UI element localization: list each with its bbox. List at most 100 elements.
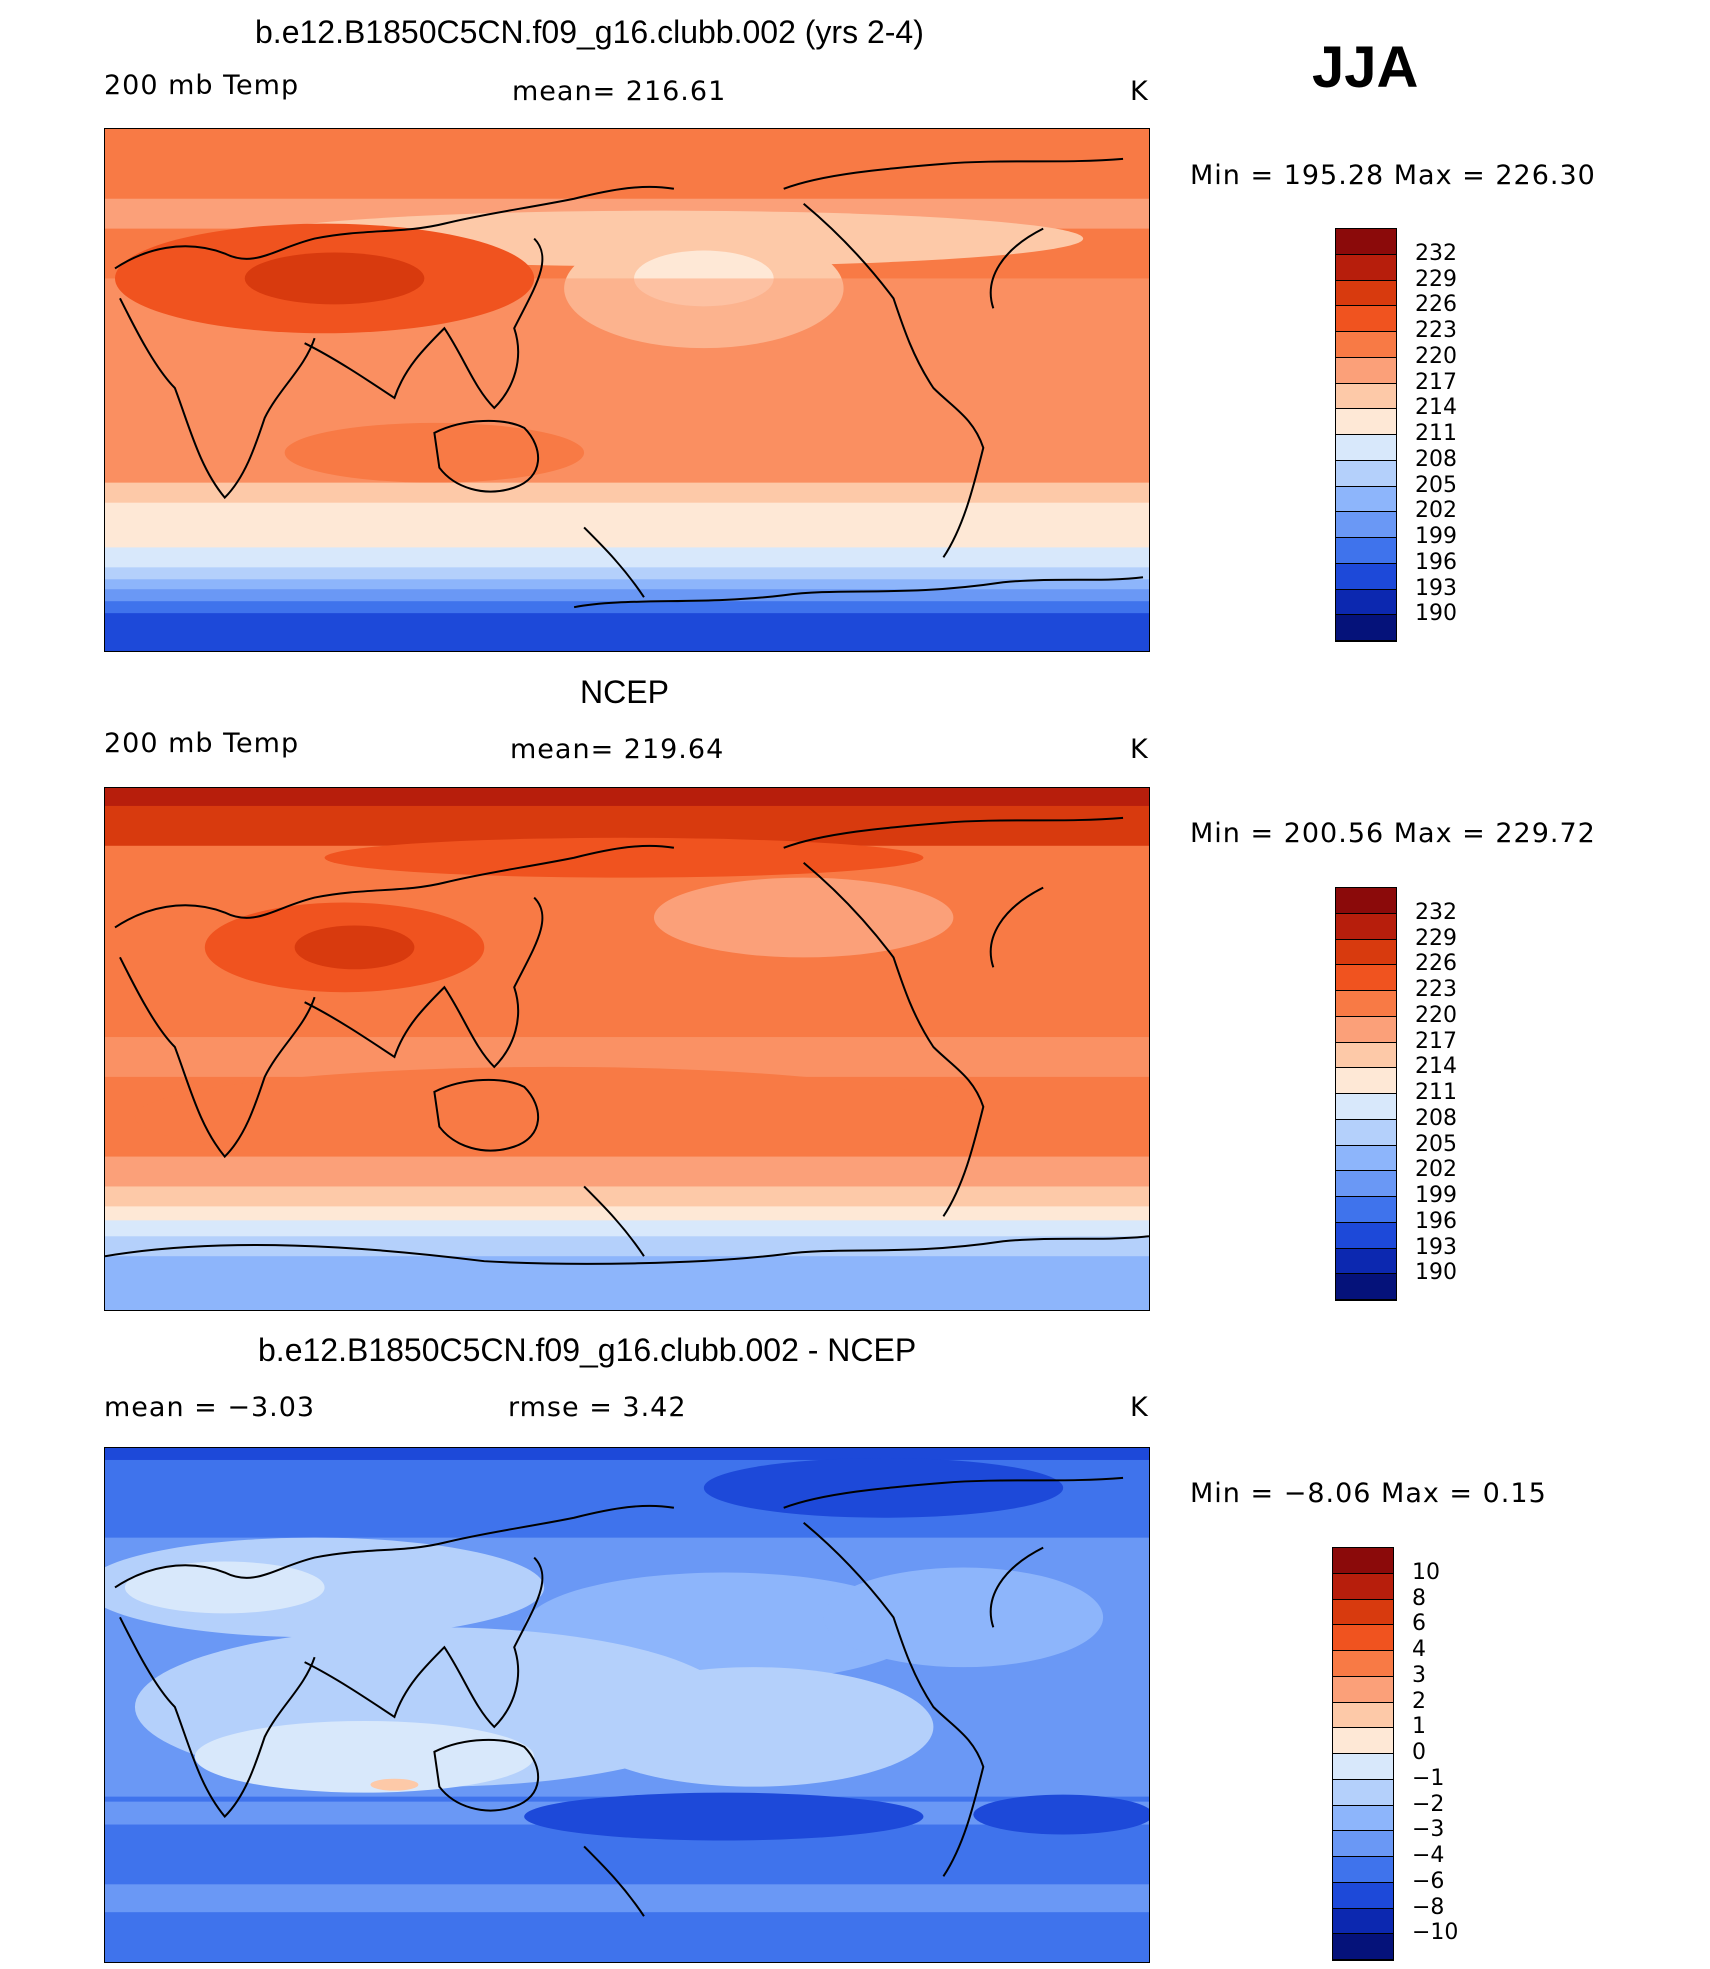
- colorbar-cell: [1336, 435, 1396, 461]
- colorbar-cell: [1336, 229, 1396, 255]
- colorbar-cell: [1336, 460, 1396, 487]
- colorbar-cell: [1333, 1805, 1393, 1832]
- colorbar-cell: [1336, 1016, 1396, 1043]
- colorbar-label: 0: [1412, 1740, 1426, 1765]
- colorbar-cell: [1336, 332, 1396, 358]
- panel-rmse-label-diff: rmse = 3.42: [508, 1392, 687, 1423]
- colorbar-cell: [1333, 1625, 1393, 1651]
- colorbar-cell: [1336, 1274, 1396, 1300]
- colorbar-obs: [1335, 887, 1397, 1301]
- colorbar-cell: [1336, 538, 1396, 564]
- colorbar-label: 190: [1415, 601, 1457, 627]
- colorbar-cell: [1333, 1728, 1393, 1754]
- colorbar-cell: [1336, 357, 1396, 384]
- map-model: [104, 128, 1150, 652]
- colorbar-cell: [1333, 1754, 1393, 1780]
- colorbar-cell: [1336, 1042, 1396, 1069]
- colorbar-cell: [1333, 1702, 1393, 1729]
- colorbar-label: 220: [1415, 1002, 1457, 1028]
- panel-minmax-model: Min = 195.28 Max = 226.30: [1190, 160, 1596, 191]
- colorbar-label: 190: [1415, 1260, 1457, 1286]
- colorbar-cell: [1336, 1248, 1396, 1275]
- colorbar-cell: [1336, 1197, 1396, 1223]
- colorbar-cell: [1333, 1882, 1393, 1909]
- colorbar-label: −4: [1412, 1843, 1445, 1868]
- panel-units-diff: K: [1130, 1392, 1149, 1423]
- panel-variable-label-obs: 200 mb Temp: [104, 728, 300, 759]
- colorbar-cell: [1336, 409, 1396, 435]
- colorbar-label: 3: [1412, 1662, 1426, 1688]
- colorbar-label: 223: [1415, 977, 1457, 1002]
- colorbar-cell: [1336, 563, 1396, 590]
- colorbar-cell: [1333, 1548, 1393, 1574]
- colorbar-label: 8: [1412, 1585, 1426, 1611]
- colorbar-label: 1: [1412, 1714, 1426, 1740]
- colorbar-label: 211: [1415, 1080, 1457, 1105]
- colorbar-cell: [1333, 1651, 1393, 1677]
- colorbar-cell: [1336, 615, 1396, 641]
- colorbar-cell: [1333, 1573, 1393, 1600]
- colorbar-cell: [1336, 1068, 1396, 1094]
- season-label: JJA: [1312, 35, 1419, 100]
- colorbar-label: 208: [1415, 446, 1457, 472]
- colorbar-cell: [1333, 1779, 1393, 1806]
- colorbar-label: 196: [1415, 1208, 1457, 1234]
- colorbar-cell: [1336, 1171, 1396, 1197]
- panel-units-obs: K: [1130, 734, 1149, 765]
- colorbar-label: 199: [1415, 1183, 1457, 1208]
- colorbar-label: −3: [1412, 1817, 1445, 1843]
- map-svg-model: [105, 129, 1149, 651]
- colorbar-label: 196: [1415, 549, 1457, 575]
- colorbar-label: 232: [1415, 899, 1457, 925]
- colorbar-label: 217: [1415, 1028, 1457, 1054]
- colorbar-cell: [1333, 1857, 1393, 1883]
- colorbar-cell: [1333, 1831, 1393, 1857]
- colorbar-cell: [1336, 1119, 1396, 1146]
- colorbar-diff: [1332, 1547, 1394, 1961]
- panel-title-obs: NCEP: [580, 674, 669, 710]
- colorbar-label: 193: [1415, 575, 1457, 601]
- colorbar-cell: [1336, 1222, 1396, 1249]
- colorbar-label: 211: [1415, 421, 1457, 446]
- map-diff: [104, 1447, 1150, 1963]
- colorbar-label: 223: [1415, 318, 1457, 343]
- colorbar-cell: [1336, 965, 1396, 991]
- colorbar-label: 232: [1415, 240, 1457, 266]
- panel-title-diff: b.e12.B1850C5CN.f09_g16.clubb.002 - NCEP: [258, 1332, 917, 1368]
- colorbar-label: −8: [1412, 1894, 1445, 1920]
- colorbar-label: 202: [1415, 498, 1457, 524]
- colorbar-cell: [1333, 1908, 1393, 1935]
- colorbar-cell: [1336, 486, 1396, 513]
- colorbar-label: 202: [1415, 1157, 1457, 1183]
- map-svg-diff: [105, 1448, 1149, 1962]
- colorbar-label: 214: [1415, 1054, 1457, 1080]
- colorbar-label: −1: [1412, 1765, 1445, 1791]
- colorbar-cell: [1336, 913, 1396, 940]
- colorbar-cell: [1336, 991, 1396, 1017]
- colorbar-label: 220: [1415, 343, 1457, 369]
- colorbar-label: 217: [1415, 369, 1457, 395]
- colorbar-label: 208: [1415, 1105, 1457, 1131]
- colorbar-label: 10: [1412, 1559, 1440, 1585]
- colorbar-label: −6: [1412, 1868, 1445, 1894]
- colorbar-label: 226: [1415, 292, 1457, 318]
- colorbar-label: −10: [1412, 1920, 1459, 1946]
- panel-mean-label-model: mean= 216.61: [512, 76, 727, 107]
- panel-minmax-obs: Min = 200.56 Max = 229.72: [1190, 818, 1596, 849]
- colorbar-label: −2: [1412, 1791, 1445, 1817]
- panel-minmax-diff: Min = −8.06 Max = 0.15: [1190, 1478, 1547, 1509]
- colorbar-label: 6: [1412, 1611, 1426, 1637]
- colorbar-label: 199: [1415, 524, 1457, 549]
- map-svg-obs: [105, 788, 1149, 1310]
- colorbar-label: 226: [1415, 951, 1457, 977]
- colorbar-cell: [1336, 1145, 1396, 1172]
- colorbar-label: 214: [1415, 395, 1457, 421]
- colorbar-cell: [1336, 888, 1396, 914]
- colorbar-cell: [1336, 383, 1396, 410]
- colorbar-cell: [1333, 1599, 1393, 1626]
- colorbar-label: 229: [1415, 266, 1457, 292]
- map-obs: [104, 787, 1150, 1311]
- colorbar-cell: [1333, 1934, 1393, 1960]
- panel-title-model: b.e12.B1850C5CN.f09_g16.clubb.002 (yrs 2…: [255, 14, 924, 50]
- colorbar-label: 229: [1415, 925, 1457, 951]
